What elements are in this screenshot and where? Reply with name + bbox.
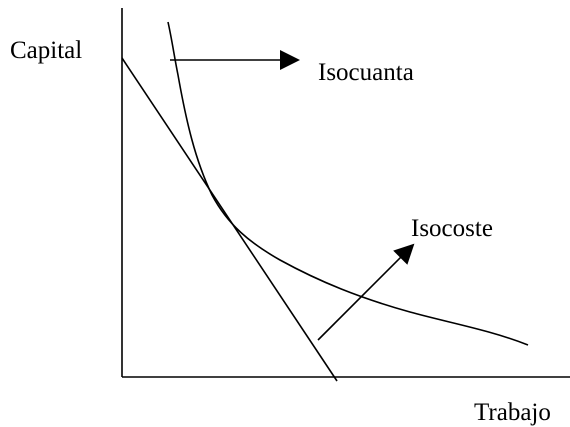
- isoquant-label: Isocuanta: [318, 59, 414, 86]
- isocost-arrow: [317, 243, 415, 341]
- isoquant-curve: [167, 21, 529, 346]
- x-axis-label: Trabajo: [474, 399, 551, 426]
- isocost-label: Isocoste: [411, 215, 493, 242]
- y-axis-label: Capital: [10, 37, 82, 64]
